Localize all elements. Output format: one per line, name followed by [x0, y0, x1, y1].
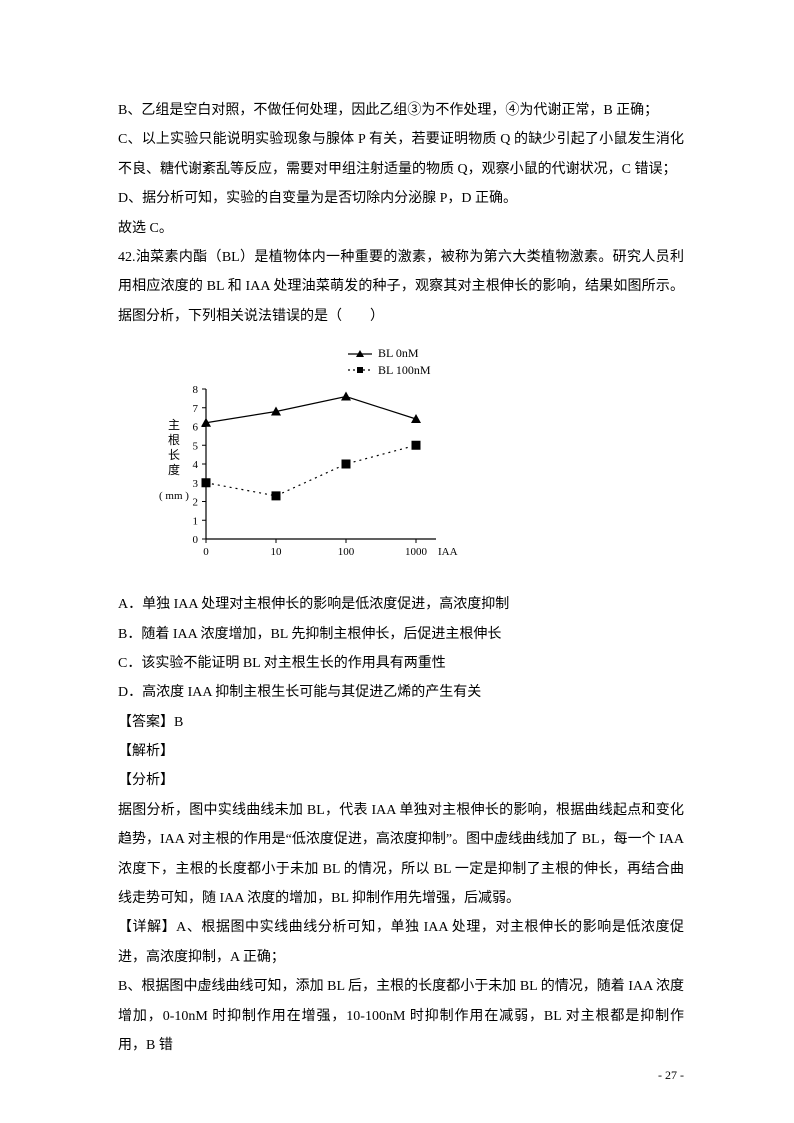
chart-legend: BL 0nM BL 100nM [348, 345, 684, 379]
chart-figure: BL 0nM BL 100nM 0 1 2 3 4 5 6 7 8 0 10 100 1000 IAA (… [158, 345, 684, 580]
page-content: B、乙组是空白对照，不做任何处理，因此乙组③为不作处理，④为代谢正常，B 正确；… [0, 0, 794, 1120]
question-stem: 42.油菜素内酯（BL）是植物体内一种重要的激素，被称为第六大类植物激素。研究人… [118, 243, 684, 331]
option-b: B．随着 IAA 浓度增加，BL 先抑制主根伸长，后促进主根伸长 [118, 620, 684, 649]
svg-text:2: 2 [193, 496, 199, 508]
svg-text:6: 6 [193, 421, 199, 433]
svg-text:1: 1 [193, 515, 199, 527]
page-number: - 27 - [658, 1068, 684, 1083]
svg-text:4: 4 [193, 459, 199, 471]
legend-marker-square-icon [348, 365, 372, 375]
svg-text:0: 0 [193, 534, 199, 546]
svg-text:1000: 1000 [405, 546, 428, 558]
svg-text:100: 100 [338, 546, 355, 558]
svg-text:度: 度 [168, 462, 180, 477]
svg-text:( mm ): ( mm ) [159, 490, 189, 502]
legend-item-bl0: BL 0nM [348, 345, 419, 362]
legend-marker-triangle-icon [348, 349, 372, 359]
jiexi-label: 【解析】 [118, 737, 684, 766]
option-d: D．高浓度 IAA 抑制主根生长可能与其促进乙烯的产生有关 [118, 678, 684, 707]
svg-text:主: 主 [168, 418, 180, 432]
option-c: C．该实验不能证明 BL 对主根生长的作用具有两重性 [118, 649, 684, 678]
svg-text:长: 长 [168, 448, 180, 462]
svg-text:0: 0 [203, 546, 209, 558]
xiangjie-b: B、根据图中虚线曲线可知，添加 BL 后，主根的长度都小于未加 BL 的情况，随… [118, 972, 684, 1060]
svg-text:3: 3 [193, 477, 199, 489]
svg-text:5: 5 [193, 440, 199, 452]
svg-text:IAA ( nM ): IAA ( nM ) [438, 546, 458, 558]
legend-label: BL 100nM [378, 362, 431, 379]
fenxi-label: 【分析】 [118, 766, 684, 795]
chart-svg: 0 1 2 3 4 5 6 7 8 0 10 100 1000 IAA ( nM ) 主根长度 ( mm ) [158, 379, 458, 569]
paragraph: 故选 C。 [118, 214, 684, 243]
answer: 【答案】B [118, 708, 684, 737]
svg-text:7: 7 [193, 402, 199, 414]
option-a: A．单独 IAA 处理对主根伸长的影响是低浓度促进，高浓度抑制 [118, 590, 684, 619]
legend-item-bl100: BL 100nM [348, 362, 431, 379]
paragraph: C、以上实验只能说明实验现象与腺体 P 有关，若要证明物质 Q 的缺少引起了小鼠… [118, 125, 684, 184]
legend-label: BL 0nM [378, 345, 419, 362]
fenxi-body: 据图分析，图中实线曲线未加 BL，代表 IAA 单独对主根伸长的影响，根据曲线起… [118, 796, 684, 914]
svg-text:8: 8 [193, 384, 199, 396]
xiangjie-a: 【详解】A、根据图中实线曲线分析可知，单独 IAA 处理，对主根伸长的影响是低浓… [118, 913, 684, 972]
paragraph: D、据分析可知，实验的自变量为是否切除内分泌腺 P，D 正确。 [118, 184, 684, 213]
paragraph: B、乙组是空白对照，不做任何处理，因此乙组③为不作处理，④为代谢正常，B 正确； [118, 96, 684, 125]
svg-text:根: 根 [168, 433, 180, 447]
svg-text:10: 10 [271, 546, 283, 558]
